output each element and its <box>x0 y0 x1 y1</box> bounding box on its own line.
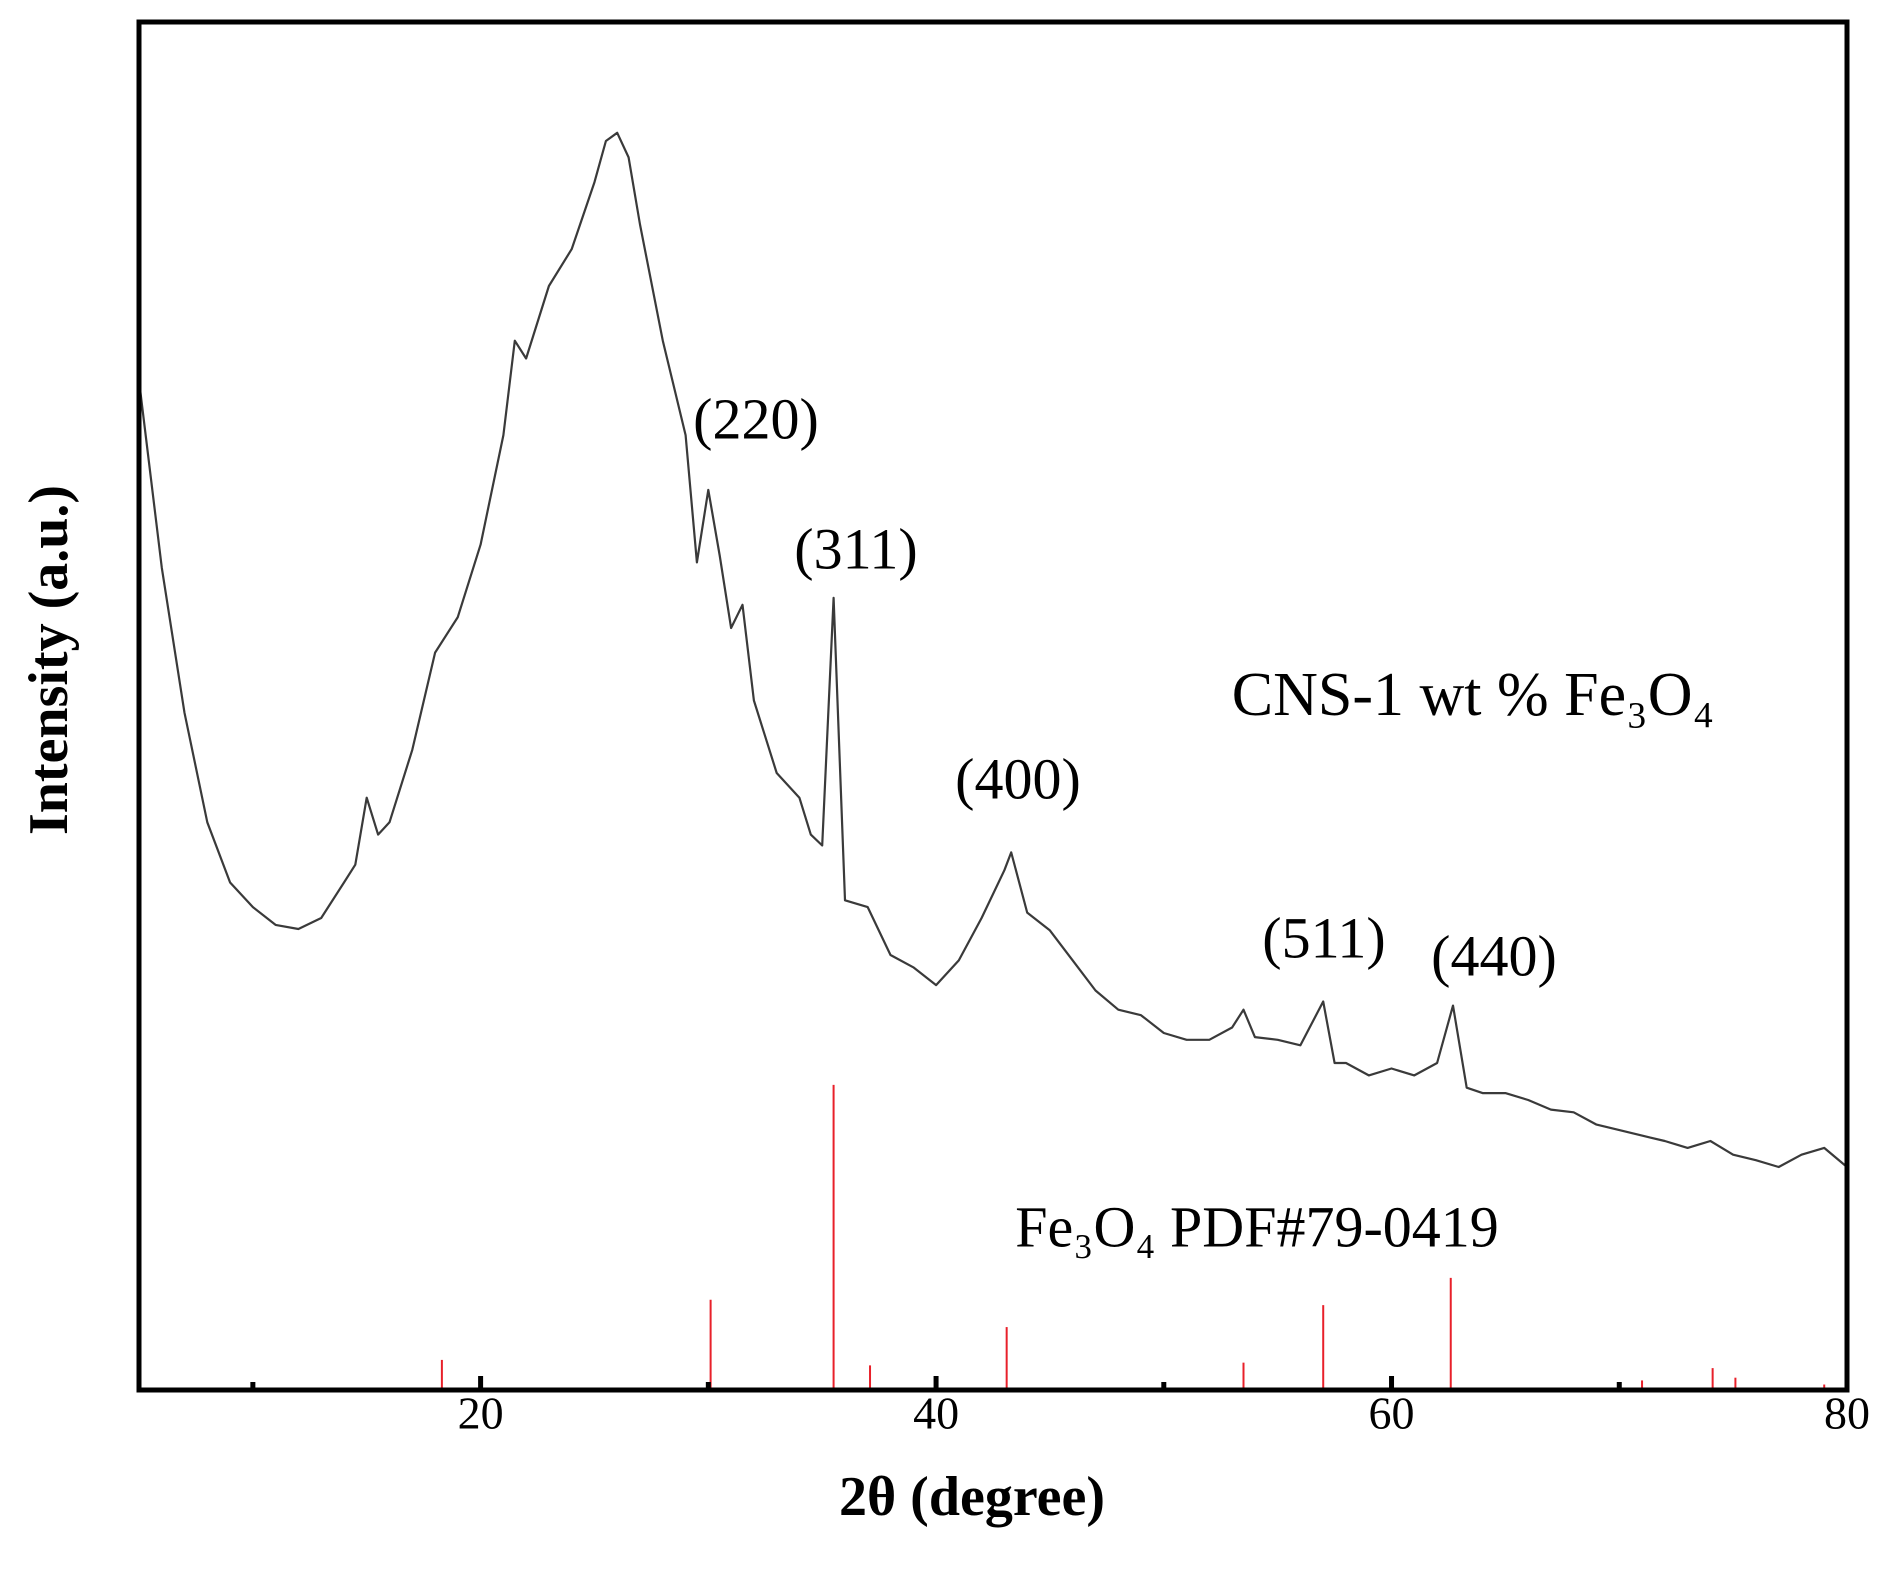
plot-frame <box>136 19 1850 1393</box>
peak-annotation: (440) <box>1431 923 1557 988</box>
x-tick-label: 80 <box>1824 1388 1870 1439</box>
x-tick-label: 20 <box>458 1388 504 1439</box>
peak-annotation: (220) <box>693 386 819 451</box>
series-label: CNS-1 wt % Fe₃O₄ <box>1232 661 1714 729</box>
peak-annotation: (311) <box>794 516 917 581</box>
peak-annotation: (511) <box>1262 905 1385 970</box>
peak-annotation: (400) <box>955 746 1081 811</box>
x-axis-label: 2θ (degree) <box>839 1466 1105 1528</box>
x-tick-label: 60 <box>1369 1388 1415 1439</box>
x-tick-label: 40 <box>913 1388 959 1439</box>
xrd-curve <box>137 131 1848 1169</box>
series-label: Fe₃O₄ PDF#79-0419 <box>1015 1194 1499 1259</box>
y-axis-label: Intensity (a.u.) <box>18 485 80 835</box>
